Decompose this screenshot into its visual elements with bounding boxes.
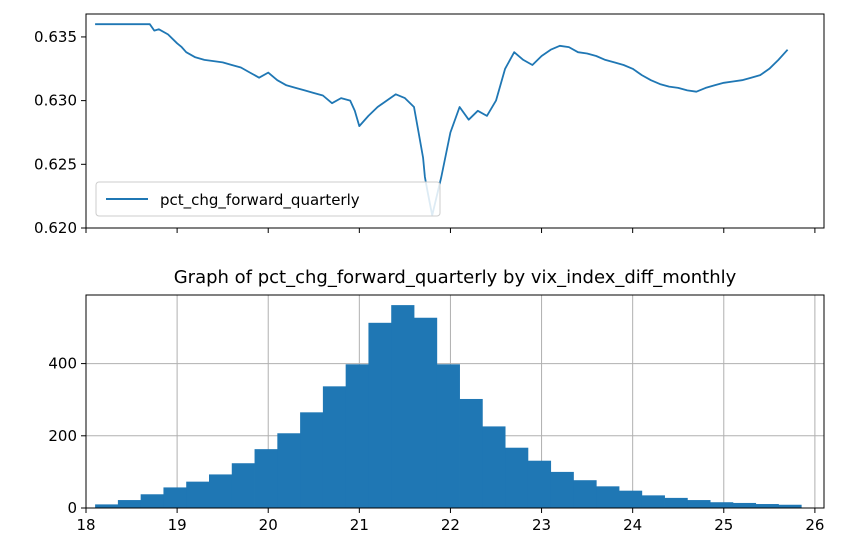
histogram-bar-24	[641, 495, 665, 508]
histogram-bar-14	[414, 317, 438, 508]
histogram-x-tick-label-3: 21	[350, 516, 369, 534]
histogram-bar-15	[436, 364, 460, 508]
line-chart-y-tick-label-1: 0.625	[34, 155, 77, 173]
histogram-bar-25	[664, 497, 688, 508]
histogram-bar-11	[345, 364, 369, 508]
histogram-bar-18	[505, 447, 529, 508]
histogram-bar-7	[254, 449, 278, 508]
histogram-bar-9	[300, 412, 324, 508]
histogram-bar-21	[573, 480, 597, 508]
legend-label: pct_chg_forward_quarterly	[160, 191, 360, 210]
histogram-bar-20	[550, 471, 574, 508]
histogram-y-tick-label-1: 200	[48, 427, 77, 445]
histogram-bar-27	[710, 502, 734, 508]
histogram-y-ticks: 0 200 400	[48, 355, 86, 517]
histogram-x-tick-label-1: 19	[168, 516, 187, 534]
histogram-y-tick-label-0: 0	[67, 499, 77, 517]
line-chart-y-tick-label-2: 0.630	[34, 92, 77, 110]
histogram-bar-6	[231, 463, 255, 508]
histogram-x-tick-label-5: 23	[532, 516, 551, 534]
histogram-bar-8	[277, 433, 301, 508]
histogram-bar-1	[117, 500, 142, 508]
histogram-x-tick-label-6: 24	[623, 516, 642, 534]
histogram-panel: Graph of pct_chg_forward_quarterly by vi…	[48, 267, 825, 534]
histogram-x-tick-label-7: 25	[714, 516, 733, 534]
line-chart-y-ticks: 0.620 0.625 0.630 0.635	[34, 28, 86, 237]
histogram-x-tick-label-2: 20	[259, 516, 278, 534]
histogram-bar-5	[209, 474, 233, 508]
histogram-bar-23	[619, 490, 643, 508]
histogram-bar-17	[482, 426, 506, 508]
histogram-bar-12	[368, 322, 392, 508]
chart-title: Graph of pct_chg_forward_quarterly by vi…	[174, 267, 737, 288]
histogram-frame	[85, 294, 825, 509]
line-chart-frame	[85, 13, 825, 229]
histogram-x-tick-label-8: 26	[805, 516, 824, 534]
histogram-x-tick-label-0: 18	[76, 516, 95, 534]
line-chart-y-tick-label-0: 0.620	[34, 219, 77, 237]
histogram-bar-19	[527, 460, 552, 508]
histogram-bar-16	[459, 398, 483, 508]
line-chart-x-ticks	[85, 228, 816, 233]
histogram-bar-13	[391, 305, 415, 508]
histogram-bar-29	[755, 504, 779, 508]
histogram-y-tick-label-2: 400	[48, 355, 77, 373]
histogram-bar-10	[322, 386, 347, 508]
histogram-bar-26	[687, 500, 711, 508]
histogram-bars	[95, 305, 802, 508]
legend-box	[95, 181, 441, 217]
legend: pct_chg_forward_quarterly	[95, 181, 441, 217]
histogram-bar-22	[596, 486, 620, 508]
histogram-bar-0	[95, 504, 119, 508]
histogram-bar-30	[778, 504, 802, 508]
histogram-bar-4	[186, 481, 210, 508]
line-chart-panel: 0.620 0.625 0.630 0.635 pct_chg_forward_qua…	[34, 13, 825, 237]
histogram-bar-3	[163, 487, 187, 508]
histogram-bar-2	[140, 494, 164, 508]
histogram-x-tick-label-4: 22	[441, 516, 460, 534]
histogram-x-ticks: 18 19 20 21 22 23 24 25 26	[76, 508, 824, 534]
histogram-bar-28	[732, 502, 757, 508]
line-chart-y-tick-label-3: 0.635	[34, 28, 77, 46]
